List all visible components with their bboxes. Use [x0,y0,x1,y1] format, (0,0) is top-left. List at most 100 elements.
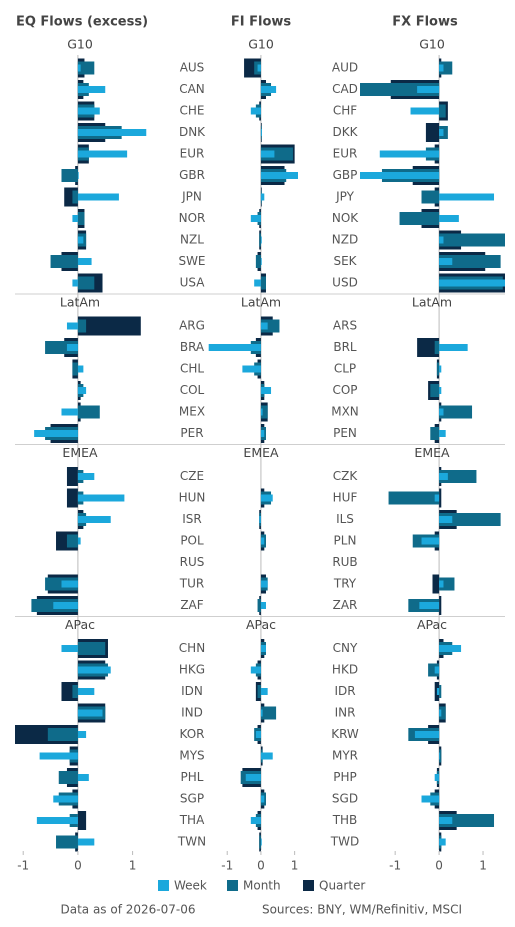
category-label: CLP [334,362,356,376]
category-label: PLN [334,534,357,548]
bar [53,602,78,609]
bar [77,276,95,290]
bar [77,709,103,717]
bar [208,344,261,351]
category-label: USA [180,276,206,290]
category-label: EUR [180,147,205,161]
category-label: TWN [177,835,206,849]
bar [257,64,261,72]
bar [242,365,261,373]
bar [61,408,78,416]
category-label: INR [335,706,356,720]
legend-swatch [303,880,314,891]
category-label: ZAF [180,598,203,612]
group-label: APac [246,617,276,632]
bar [439,706,446,720]
bar [255,255,261,268]
bar [434,774,440,781]
bar [77,61,95,75]
bar [439,387,442,394]
category-label: KOR [180,727,205,741]
bar [259,516,261,523]
bar [260,276,266,290]
category-label: AUS [180,61,205,75]
bar [432,574,440,594]
bar [260,258,262,265]
category-label: BRA [180,340,205,354]
bar [434,682,440,701]
bar [439,752,440,760]
bar [61,645,78,652]
bar [434,494,440,502]
bar [430,427,440,440]
category-label: MYR [332,749,358,763]
category-label: CHN [179,641,205,655]
category-label: JPY [335,190,355,204]
bar [434,666,440,674]
category-label: HUF [333,491,358,505]
bar [77,172,79,179]
bar [434,341,440,354]
category-label: GBP [333,168,358,182]
category-label: TUR [179,577,204,591]
x-tick-label: 1 [129,859,137,873]
bar [360,172,440,179]
x-tick-label: 0 [435,859,443,873]
bar [77,319,87,333]
bar [61,580,78,588]
sources: Sources: BNY, WM/Refinitiv, MSCI [262,903,462,917]
bar [61,169,78,182]
bar [439,129,444,136]
bar [260,86,277,93]
x-tick-label: -1 [389,859,401,873]
category-label: MYS [179,749,204,763]
bar [72,279,78,287]
bar [439,255,501,268]
bar [260,752,273,760]
bar [260,795,265,803]
bar [260,580,268,588]
bar [72,362,78,376]
category-label: CZK [333,469,359,483]
bar [259,835,261,849]
bar [439,470,477,483]
category-label: THA [179,813,205,827]
category-label: CNY [333,641,358,655]
bar [77,212,85,225]
bar [77,150,128,158]
bar [421,537,440,545]
bar [439,473,448,480]
bar [399,212,440,225]
chart-title: EQ Flows (excess) [16,15,148,30]
category-label: COL [180,383,205,397]
category-label: GBR [179,168,205,182]
group-label: EMEA [243,445,279,460]
category-label: HUN [179,491,206,505]
bar [77,473,95,480]
bar [77,86,106,93]
bar [436,362,440,376]
bar [439,685,442,698]
bar [439,596,442,615]
bar [439,814,495,827]
x-tick-label: 0 [257,859,265,873]
category-label: DNK [179,125,206,139]
legend-label: Week [174,879,207,893]
category-label: CHE [180,104,205,118]
bar [77,365,84,373]
category-label: HKD [332,663,358,677]
category-label: CAD [332,82,358,96]
bar [66,488,78,508]
group-label: G10 [419,37,445,52]
bar [260,405,268,419]
bar [439,516,453,523]
category-label: ZAR [333,598,358,612]
bar [77,666,111,674]
group-label: EMEA [62,445,98,460]
bar [50,255,78,268]
bar [77,236,84,244]
category-label: COP [332,383,357,397]
bar [77,494,125,502]
category-label: SGP [180,792,204,806]
